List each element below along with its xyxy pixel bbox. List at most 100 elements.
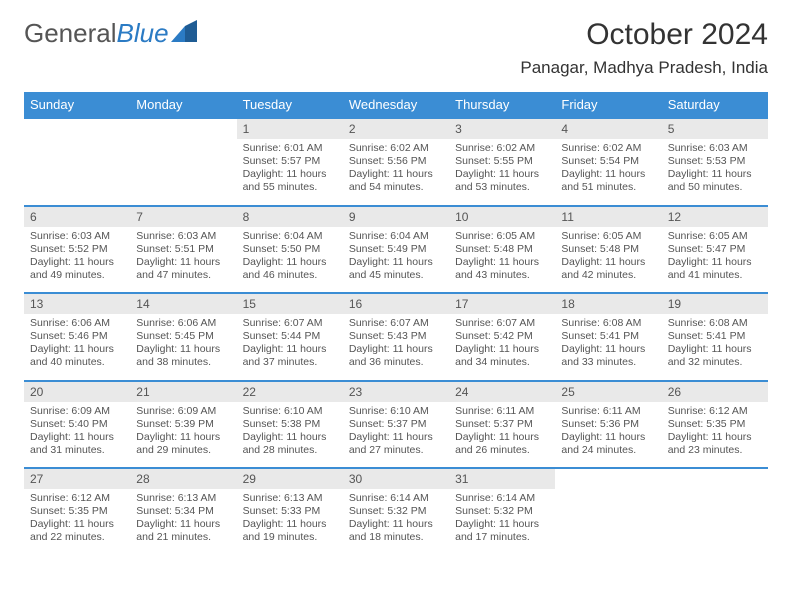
day-cell: 19Sunrise: 6:08 AMSunset: 5:41 PMDayligh… [662, 293, 768, 381]
sunset-text: Sunset: 5:48 PM [455, 243, 549, 256]
day-number: 21 [130, 382, 236, 402]
day-cell: 21 Sunrise: 6:09 AMSunset: 5:39 PMDayligh… [130, 381, 236, 469]
day-cell: 20Sunrise: 6:09 AMSunset: 5:40 PMDayligh… [24, 381, 130, 469]
day-number: 22 [237, 382, 343, 402]
daylight-text: Daylight: 11 hours and 33 minutes. [561, 343, 655, 369]
day-cell [130, 118, 236, 206]
day-number: 11 [555, 207, 661, 227]
day-body: Sunrise: 6:07 AMSunset: 5:44 PMDaylight:… [237, 314, 343, 380]
day-number: 14 [130, 294, 236, 314]
sunrise-text: Sunrise: 6:02 AM [561, 142, 655, 155]
sunset-text: Sunset: 5:39 PM [136, 418, 230, 431]
sunset-text: Sunset: 5:32 PM [349, 505, 443, 518]
weekday-tuesday: Tuesday [237, 92, 343, 118]
daylight-text: Daylight: 11 hours and 54 minutes. [349, 168, 443, 194]
sunrise-text: Sunrise: 6:13 AM [136, 492, 230, 505]
day-number: 10 [449, 207, 555, 227]
day-number: 23 [343, 382, 449, 402]
sunrise-text: Sunrise: 6:09 AM [136, 405, 230, 418]
daylight-text: Daylight: 11 hours and 19 minutes. [243, 518, 337, 544]
sunrise-text: Sunrise: 6:01 AM [243, 142, 337, 155]
day-number: 2 [343, 119, 449, 139]
daylight-text: Daylight: 11 hours and 50 minutes. [668, 168, 762, 194]
sunrise-text: Sunrise: 6:14 AM [455, 492, 549, 505]
day-number: 15 [237, 294, 343, 314]
sunrise-text: Sunrise: 6:03 AM [668, 142, 762, 155]
day-body: Sunrise: 6:06 AMSunset: 5:45 PMDaylight:… [130, 314, 236, 380]
day-body: Sunrise: 6:10 AMSunset: 5:37 PMDaylight:… [343, 402, 449, 468]
day-cell: 1Sunrise: 6:01 AMSunset: 5:57 PMDaylight… [237, 118, 343, 206]
day-body: Sunrise: 6:13 AMSunset: 5:33 PMDaylight:… [237, 489, 343, 555]
sunrise-text: Sunrise: 6:09 AM [30, 405, 124, 418]
day-body: Sunrise: 6:02 AMSunset: 5:56 PMDaylight:… [343, 139, 449, 205]
day-number: 17 [449, 294, 555, 314]
sunset-text: Sunset: 5:52 PM [30, 243, 124, 256]
sunset-text: Sunset: 5:38 PM [243, 418, 337, 431]
location: Panagar, Madhya Pradesh, India [520, 58, 768, 78]
weekday-sunday: Sunday [24, 92, 130, 118]
day-cell: 30Sunrise: 6:14 AMSunset: 5:32 PMDayligh… [343, 468, 449, 555]
day-number: 3 [449, 119, 555, 139]
sunrise-text: Sunrise: 6:03 AM [30, 230, 124, 243]
daylight-text: Daylight: 11 hours and 40 minutes. [30, 343, 124, 369]
daylight-text: Daylight: 11 hours and 21 minutes. [136, 518, 230, 544]
week-row: 13Sunrise: 6:06 AMSunset: 5:46 PMDayligh… [24, 293, 768, 381]
sunset-text: Sunset: 5:46 PM [30, 330, 124, 343]
day-body: Sunrise: 6:02 AMSunset: 5:55 PMDaylight:… [449, 139, 555, 205]
daylight-text: Daylight: 11 hours and 46 minutes. [243, 256, 337, 282]
sunrise-text: Sunrise: 6:11 AM [561, 405, 655, 418]
day-cell: 26Sunrise: 6:12 AMSunset: 5:35 PMDayligh… [662, 381, 768, 469]
day-body: Sunrise: 6:12 AMSunset: 5:35 PMDaylight:… [662, 402, 768, 468]
sunrise-text: Sunrise: 6:14 AM [349, 492, 443, 505]
daylight-text: Daylight: 11 hours and 53 minutes. [455, 168, 549, 194]
day-body: Sunrise: 6:02 AMSunset: 5:54 PMDaylight:… [555, 139, 661, 205]
sunrise-text: Sunrise: 6:07 AM [349, 317, 443, 330]
daylight-text: Daylight: 11 hours and 55 minutes. [243, 168, 337, 194]
day-body: Sunrise: 6:11 AMSunset: 5:36 PMDaylight:… [555, 402, 661, 468]
weekday-header-row: Sunday Monday Tuesday Wednesday Thursday… [24, 92, 768, 118]
day-cell: 6Sunrise: 6:03 AMSunset: 5:52 PMDaylight… [24, 206, 130, 294]
empty-day [662, 469, 768, 525]
daylight-text: Daylight: 11 hours and 31 minutes. [30, 431, 124, 457]
daylight-text: Daylight: 11 hours and 45 minutes. [349, 256, 443, 282]
day-body: Sunrise: 6:10 AMSunset: 5:38 PMDaylight:… [237, 402, 343, 468]
day-cell: 11Sunrise: 6:05 AMSunset: 5:48 PMDayligh… [555, 206, 661, 294]
sunrise-text: Sunrise: 6:12 AM [668, 405, 762, 418]
day-number: 19 [662, 294, 768, 314]
sunrise-text: Sunrise: 6:05 AM [455, 230, 549, 243]
day-number: 9 [343, 207, 449, 227]
sunrise-text: Sunrise: 6:10 AM [243, 405, 337, 418]
daylight-text: Daylight: 11 hours and 27 minutes. [349, 431, 443, 457]
daylight-text: Daylight: 11 hours and 38 minutes. [136, 343, 230, 369]
day-number: 27 [24, 469, 130, 489]
day-body: Sunrise: 6:05 AMSunset: 5:48 PMDaylight:… [555, 227, 661, 293]
sunrise-text: Sunrise: 6:10 AM [349, 405, 443, 418]
sunrise-text: Sunrise: 6:06 AM [30, 317, 124, 330]
sunrise-text: Sunrise: 6:05 AM [668, 230, 762, 243]
day-cell: 25Sunrise: 6:11 AMSunset: 5:36 PMDayligh… [555, 381, 661, 469]
daylight-text: Daylight: 11 hours and 47 minutes. [136, 256, 230, 282]
day-cell: 8Sunrise: 6:04 AMSunset: 5:50 PMDaylight… [237, 206, 343, 294]
sunset-text: Sunset: 5:48 PM [561, 243, 655, 256]
empty-day [130, 119, 236, 175]
sunrise-text: Sunrise: 6:02 AM [349, 142, 443, 155]
day-cell: 24Sunrise: 6:11 AMSunset: 5:37 PMDayligh… [449, 381, 555, 469]
day-cell: 13Sunrise: 6:06 AMSunset: 5:46 PMDayligh… [24, 293, 130, 381]
day-cell: 27Sunrise: 6:12 AMSunset: 5:35 PMDayligh… [24, 468, 130, 555]
empty-day [555, 469, 661, 525]
sunrise-text: Sunrise: 6:13 AM [243, 492, 337, 505]
daylight-text: Daylight: 11 hours and 51 minutes. [561, 168, 655, 194]
day-number: 29 [237, 469, 343, 489]
daylight-text: Daylight: 11 hours and 49 minutes. [30, 256, 124, 282]
sunset-text: Sunset: 5:41 PM [668, 330, 762, 343]
daylight-text: Daylight: 11 hours and 37 minutes. [243, 343, 337, 369]
daylight-text: Daylight: 11 hours and 43 minutes. [455, 256, 549, 282]
daylight-text: Daylight: 11 hours and 29 minutes. [136, 431, 230, 457]
day-body: Sunrise: 6:12 AMSunset: 5:35 PMDaylight:… [24, 489, 130, 555]
sunrise-text: Sunrise: 6:03 AM [136, 230, 230, 243]
daylight-text: Daylight: 11 hours and 34 minutes. [455, 343, 549, 369]
weekday-friday: Friday [555, 92, 661, 118]
day-cell: 10 Sunrise: 6:05 AMSunset: 5:48 PMDayligh… [449, 206, 555, 294]
sunrise-text: Sunrise: 6:07 AM [455, 317, 549, 330]
day-cell: 17Sunrise: 6:07 AMSunset: 5:42 PMDayligh… [449, 293, 555, 381]
